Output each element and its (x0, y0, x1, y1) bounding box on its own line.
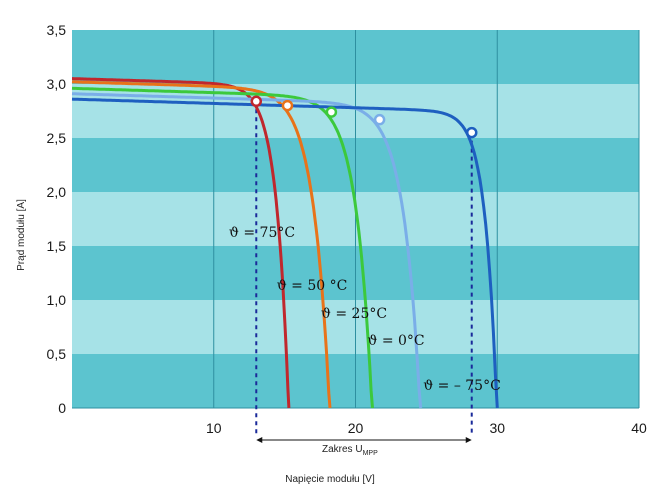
curve-line-3 (71, 92, 423, 409)
mpp-marker-1 (281, 99, 294, 112)
mpp-range-label-main: Zakres U (322, 444, 363, 455)
y-tick-label: 1,5 (47, 238, 67, 254)
mpp-marker-4 (465, 126, 478, 139)
y-axis-ticks: 0 0,5 1,0 1,5 2,0 2,5 3,0 3,5 (47, 22, 67, 416)
x-tick-label: 10 (206, 420, 222, 436)
mpp-marker-0 (250, 95, 263, 108)
y-tick-label: 3,5 (47, 22, 67, 38)
mpp-marker-3 (373, 113, 386, 126)
mpp-marker-2 (325, 106, 338, 118)
x-tick-label: 40 (631, 420, 647, 436)
curve-label-1: ϑ = 50 °C (277, 278, 348, 294)
y-axis-title: Prąd modułu [A] (16, 199, 27, 271)
curve-label-2: ϑ = 25°C (321, 306, 387, 322)
y-tick-label: 1,0 (47, 292, 67, 308)
curve-label-0: ϑ = 75°C (229, 225, 295, 241)
curve-line-2 (71, 86, 374, 409)
range-arrow-left-head (256, 437, 263, 443)
mpp-range-lines (255, 101, 473, 443)
range-arrow-right-head (465, 437, 472, 443)
y-tick-label: 0,5 (47, 346, 67, 362)
y-tick-label: 2,0 (47, 184, 67, 200)
x-axis-ticks: 10 20 30 40 (206, 420, 647, 436)
curve-labels: ϑ = 75°C ϑ = 50 °C ϑ = 25°C ϑ = 0°C ϑ = – 75… (229, 225, 501, 394)
y-tick-label: 0 (58, 400, 66, 416)
y-tick-label: 3,0 (47, 76, 67, 92)
x-axis-title: Napięcie modułu [V] (285, 474, 375, 485)
mpp-range-label-sub: MPP (363, 450, 379, 457)
y-tick-label: 2,5 (47, 130, 67, 146)
x-tick-label: 30 (489, 420, 505, 436)
mpp-markers (250, 95, 478, 139)
mpp-range-label: Zakres UMPP (322, 444, 378, 457)
curve-label-3: ϑ = 0°C (367, 333, 424, 349)
curve-label-4: ϑ = – 75°C (423, 378, 501, 394)
x-tick-label: 20 (348, 420, 364, 436)
curve-line-1 (71, 80, 332, 409)
